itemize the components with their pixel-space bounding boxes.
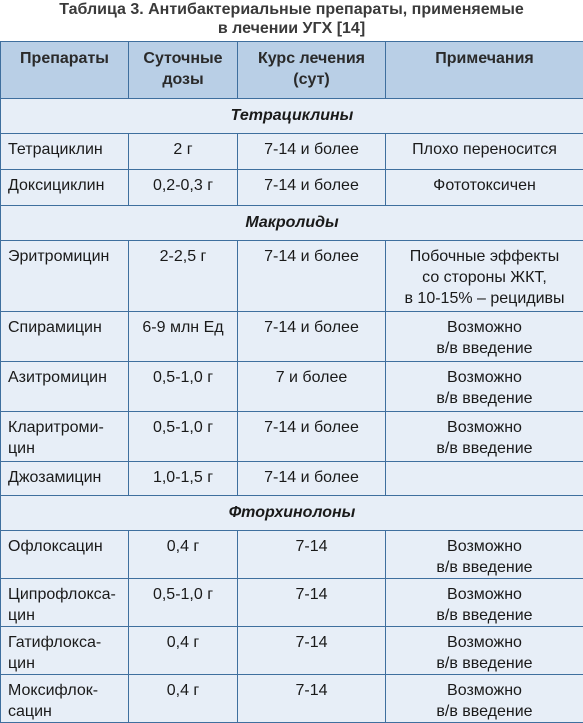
daily-dose: 0,2-0,3 г xyxy=(129,170,238,206)
drug-name: Офлоксацин xyxy=(1,531,129,579)
course-duration: 7-14 xyxy=(238,531,386,579)
course-duration: 7-14 xyxy=(238,675,386,723)
drug-name: Гатифлокса- цин xyxy=(1,627,129,675)
daily-dose: 0,4 г xyxy=(129,531,238,579)
table-row: Тетрациклин 2 г 7-14 и более Плохо перен… xyxy=(1,134,583,170)
note: Возможно в/в введение xyxy=(386,362,583,412)
antibacterial-drugs-table: Препараты Суточные дозы Курс лечения (су… xyxy=(0,41,583,723)
drug-name: Эритромицин xyxy=(1,241,129,312)
note: Побочные эффекты со стороны ЖКТ, в 10-15… xyxy=(386,241,583,312)
daily-dose: 0,4 г xyxy=(129,627,238,675)
note: Плохо переносится xyxy=(386,134,583,170)
course-duration: 7-14 и более xyxy=(238,312,386,362)
drug-name: Джозамицин xyxy=(1,462,129,496)
drug-name: Тетрациклин xyxy=(1,134,129,170)
note xyxy=(386,462,583,496)
drug-name: Моксифлок- сацин xyxy=(1,675,129,723)
drug-name: Азитромицин xyxy=(1,362,129,412)
course-duration: 7-14 xyxy=(238,579,386,627)
daily-dose: 2-2,5 г xyxy=(129,241,238,312)
note: Возможно в/в введение xyxy=(386,412,583,462)
course-duration: 7-14 и более xyxy=(238,462,386,496)
group-row-macrolides: Макролиды xyxy=(1,206,583,241)
course-duration: 7-14 и более xyxy=(238,170,386,206)
header-daily-dose: Суточные дозы xyxy=(129,42,238,99)
table-row: Спирамицин 6-9 млн Ед 7-14 и более Возмо… xyxy=(1,312,583,362)
note: Возможно в/в введение xyxy=(386,675,583,723)
table-row: Офлоксацин 0,4 г 7-14 Возможно в/в введе… xyxy=(1,531,583,579)
header-drugs: Препараты xyxy=(1,42,129,99)
group-title: Макролиды xyxy=(1,206,583,241)
table-caption: Таблица 3. Антибактериальные препараты, … xyxy=(0,0,583,40)
course-duration: 7-14 и более xyxy=(238,241,386,312)
header-notes: Примечания xyxy=(386,42,583,99)
daily-dose: 2 г xyxy=(129,134,238,170)
table-row: Азитромицин 0,5-1,0 г 7 и более Возможно… xyxy=(1,362,583,412)
drug-name: Доксициклин xyxy=(1,170,129,206)
daily-dose: 0,5-1,0 г xyxy=(129,362,238,412)
daily-dose: 0,4 г xyxy=(129,675,238,723)
table-row: Моксифлок- сацин 0,4 г 7-14 Возможно в/в… xyxy=(1,675,583,723)
course-duration: 7 и более xyxy=(238,362,386,412)
table-header-row: Препараты Суточные дозы Курс лечения (су… xyxy=(1,42,583,99)
group-title: Тетрациклины xyxy=(1,99,583,134)
note: Возможно в/в введение xyxy=(386,579,583,627)
note: Возможно в/в введение xyxy=(386,531,583,579)
course-duration: 7-14 xyxy=(238,627,386,675)
table-row: Ципрофлокса- цин 0,5-1,0 г 7-14 Возможно… xyxy=(1,579,583,627)
daily-dose: 0,5-1,0 г xyxy=(129,579,238,627)
table-row: Кларитроми- цин 0,5-1,0 г 7-14 и более В… xyxy=(1,412,583,462)
group-title: Фторхинолоны xyxy=(1,496,583,531)
daily-dose: 6-9 млн Ед xyxy=(129,312,238,362)
drug-name: Спирамицин xyxy=(1,312,129,362)
note: Фототоксичен xyxy=(386,170,583,206)
course-duration: 7-14 и более xyxy=(238,134,386,170)
daily-dose: 1,0-1,5 г xyxy=(129,462,238,496)
group-row-tetracyclines: Тетрациклины xyxy=(1,99,583,134)
table-row: Эритромицин 2-2,5 г 7-14 и более Побочны… xyxy=(1,241,583,312)
note: Возможно в/в введение xyxy=(386,627,583,675)
course-duration: 7-14 и более xyxy=(238,412,386,462)
table-row: Гатифлокса- цин 0,4 г 7-14 Возможно в/в … xyxy=(1,627,583,675)
group-row-fluoroquinolones: Фторхинолоны xyxy=(1,496,583,531)
drug-name: Ципрофлокса- цин xyxy=(1,579,129,627)
drug-name: Кларитроми- цин xyxy=(1,412,129,462)
daily-dose: 0,5-1,0 г xyxy=(129,412,238,462)
table-row: Доксициклин 0,2-0,3 г 7-14 и более Фотот… xyxy=(1,170,583,206)
table-row: Джозамицин 1,0-1,5 г 7-14 и более xyxy=(1,462,583,496)
note: Возможно в/в введение xyxy=(386,312,583,362)
header-course: Курс лечения (сут) xyxy=(238,42,386,99)
